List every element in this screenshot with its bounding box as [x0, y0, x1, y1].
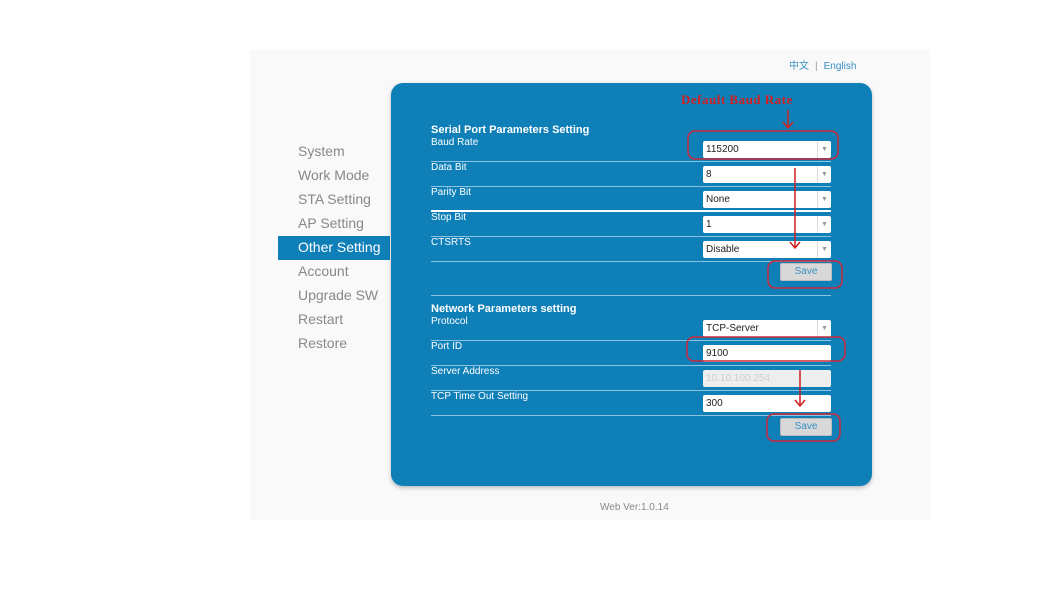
chevron-down-icon: ▼ [817, 320, 831, 337]
arrow-down-icon [789, 168, 801, 250]
server-address-row: Server Address 10.10.100.254 [431, 366, 831, 391]
protocol-value: TCP-Server [706, 323, 759, 334]
stop-bit-value: 1 [706, 219, 712, 230]
chevron-down-icon: ▼ [817, 216, 831, 233]
protocol-select[interactable]: TCP-Server ▼ [703, 320, 831, 337]
sidebar-item-upgrade-sw[interactable]: Upgrade SW [298, 287, 379, 303]
annotation-label: Default Baud Rate [681, 92, 793, 107]
port-id-input[interactable]: 9100 [703, 345, 831, 362]
serial-section-title: Serial Port Parameters Setting [431, 124, 590, 136]
protocol-label: Protocol [431, 316, 468, 327]
parity-bit-row: Parity Bit None ▼ [431, 187, 831, 212]
data-bit-value: 8 [706, 169, 712, 180]
sidebar-item-work-mode[interactable]: Work Mode [298, 167, 370, 183]
sidebar-item-other-setting[interactable]: Other Setting [278, 236, 390, 260]
chevron-down-icon: ▼ [817, 241, 831, 258]
arrow-down-icon [782, 110, 794, 130]
tcp-timeout-label: TCP Time Out Setting [431, 391, 529, 402]
sidebar-item-account[interactable]: Account [298, 263, 349, 279]
sidebar-item-ap-setting[interactable]: AP Setting [298, 215, 364, 231]
parity-bit-value: None [706, 194, 730, 205]
annotation-box-save1 [767, 260, 843, 289]
settings-panel: Serial Port Parameters Setting Baud Rate… [391, 83, 872, 486]
sidebar: System Work Mode STA Setting AP Setting … [278, 140, 390, 356]
arrow-down-icon [794, 370, 806, 408]
language-switch: 中文 | English [786, 57, 859, 72]
tcp-timeout-row: TCP Time Out Setting 300 [431, 391, 831, 416]
chevron-down-icon: ▼ [817, 141, 831, 158]
stop-bit-select[interactable]: 1 ▼ [703, 216, 831, 233]
parity-bit-label: Parity Bit [431, 187, 472, 198]
lang-english-link[interactable]: English [823, 61, 857, 72]
data-bit-label: Data Bit [431, 162, 467, 173]
baud-rate-select[interactable]: 115200 ▼ [703, 141, 831, 158]
server-address-input[interactable]: 10.10.100.254 [703, 370, 831, 387]
annotation-box-baud [687, 130, 839, 160]
port-id-label: Port ID [431, 341, 463, 352]
lang-separator: | [815, 61, 818, 72]
network-section-title: Network Parameters setting [431, 303, 577, 315]
stop-bit-row: Stop Bit 1 ▼ [431, 212, 831, 237]
annotation-box-port [686, 336, 846, 362]
serial-save-button[interactable]: Save [780, 263, 832, 281]
ctsrts-row: CTSRTS Disable ▼ [431, 237, 831, 262]
ctsrts-value: Disable [706, 244, 740, 255]
baud-rate-label: Baud Rate [431, 137, 479, 148]
web-version: Web Ver:1.0.14 [600, 502, 669, 513]
data-bit-row: Data Bit 8 ▼ [431, 162, 831, 187]
tcp-timeout-input[interactable]: 300 [703, 395, 831, 412]
data-bit-select[interactable]: 8 ▼ [703, 166, 831, 183]
parity-bit-select[interactable]: None ▼ [703, 191, 831, 208]
baud-rate-value: 115200 [706, 144, 739, 155]
sidebar-item-sta-setting[interactable]: STA Setting [298, 191, 371, 207]
ctsrts-select[interactable]: Disable ▼ [703, 241, 831, 258]
port-id-row: Port ID 9100 [431, 341, 831, 366]
annotation-box-save2 [766, 413, 841, 442]
sidebar-item-restore[interactable]: Restore [298, 335, 348, 351]
sidebar-item-restart[interactable]: Restart [298, 311, 344, 327]
stop-bit-label: Stop Bit [431, 212, 467, 223]
protocol-row: Protocol TCP-Server ▼ [431, 316, 831, 341]
section-divider [431, 295, 831, 296]
chevron-down-icon: ▼ [817, 191, 831, 208]
ctsrts-label: CTSRTS [431, 237, 471, 248]
server-address-label: Server Address [431, 366, 500, 377]
network-save-button[interactable]: Save [780, 418, 832, 436]
chevron-down-icon: ▼ [817, 166, 831, 183]
lang-chinese-link[interactable]: 中文 [789, 61, 809, 72]
baud-rate-row: Baud Rate 115200 ▼ [431, 137, 831, 162]
sidebar-item-system[interactable]: System [298, 143, 345, 159]
